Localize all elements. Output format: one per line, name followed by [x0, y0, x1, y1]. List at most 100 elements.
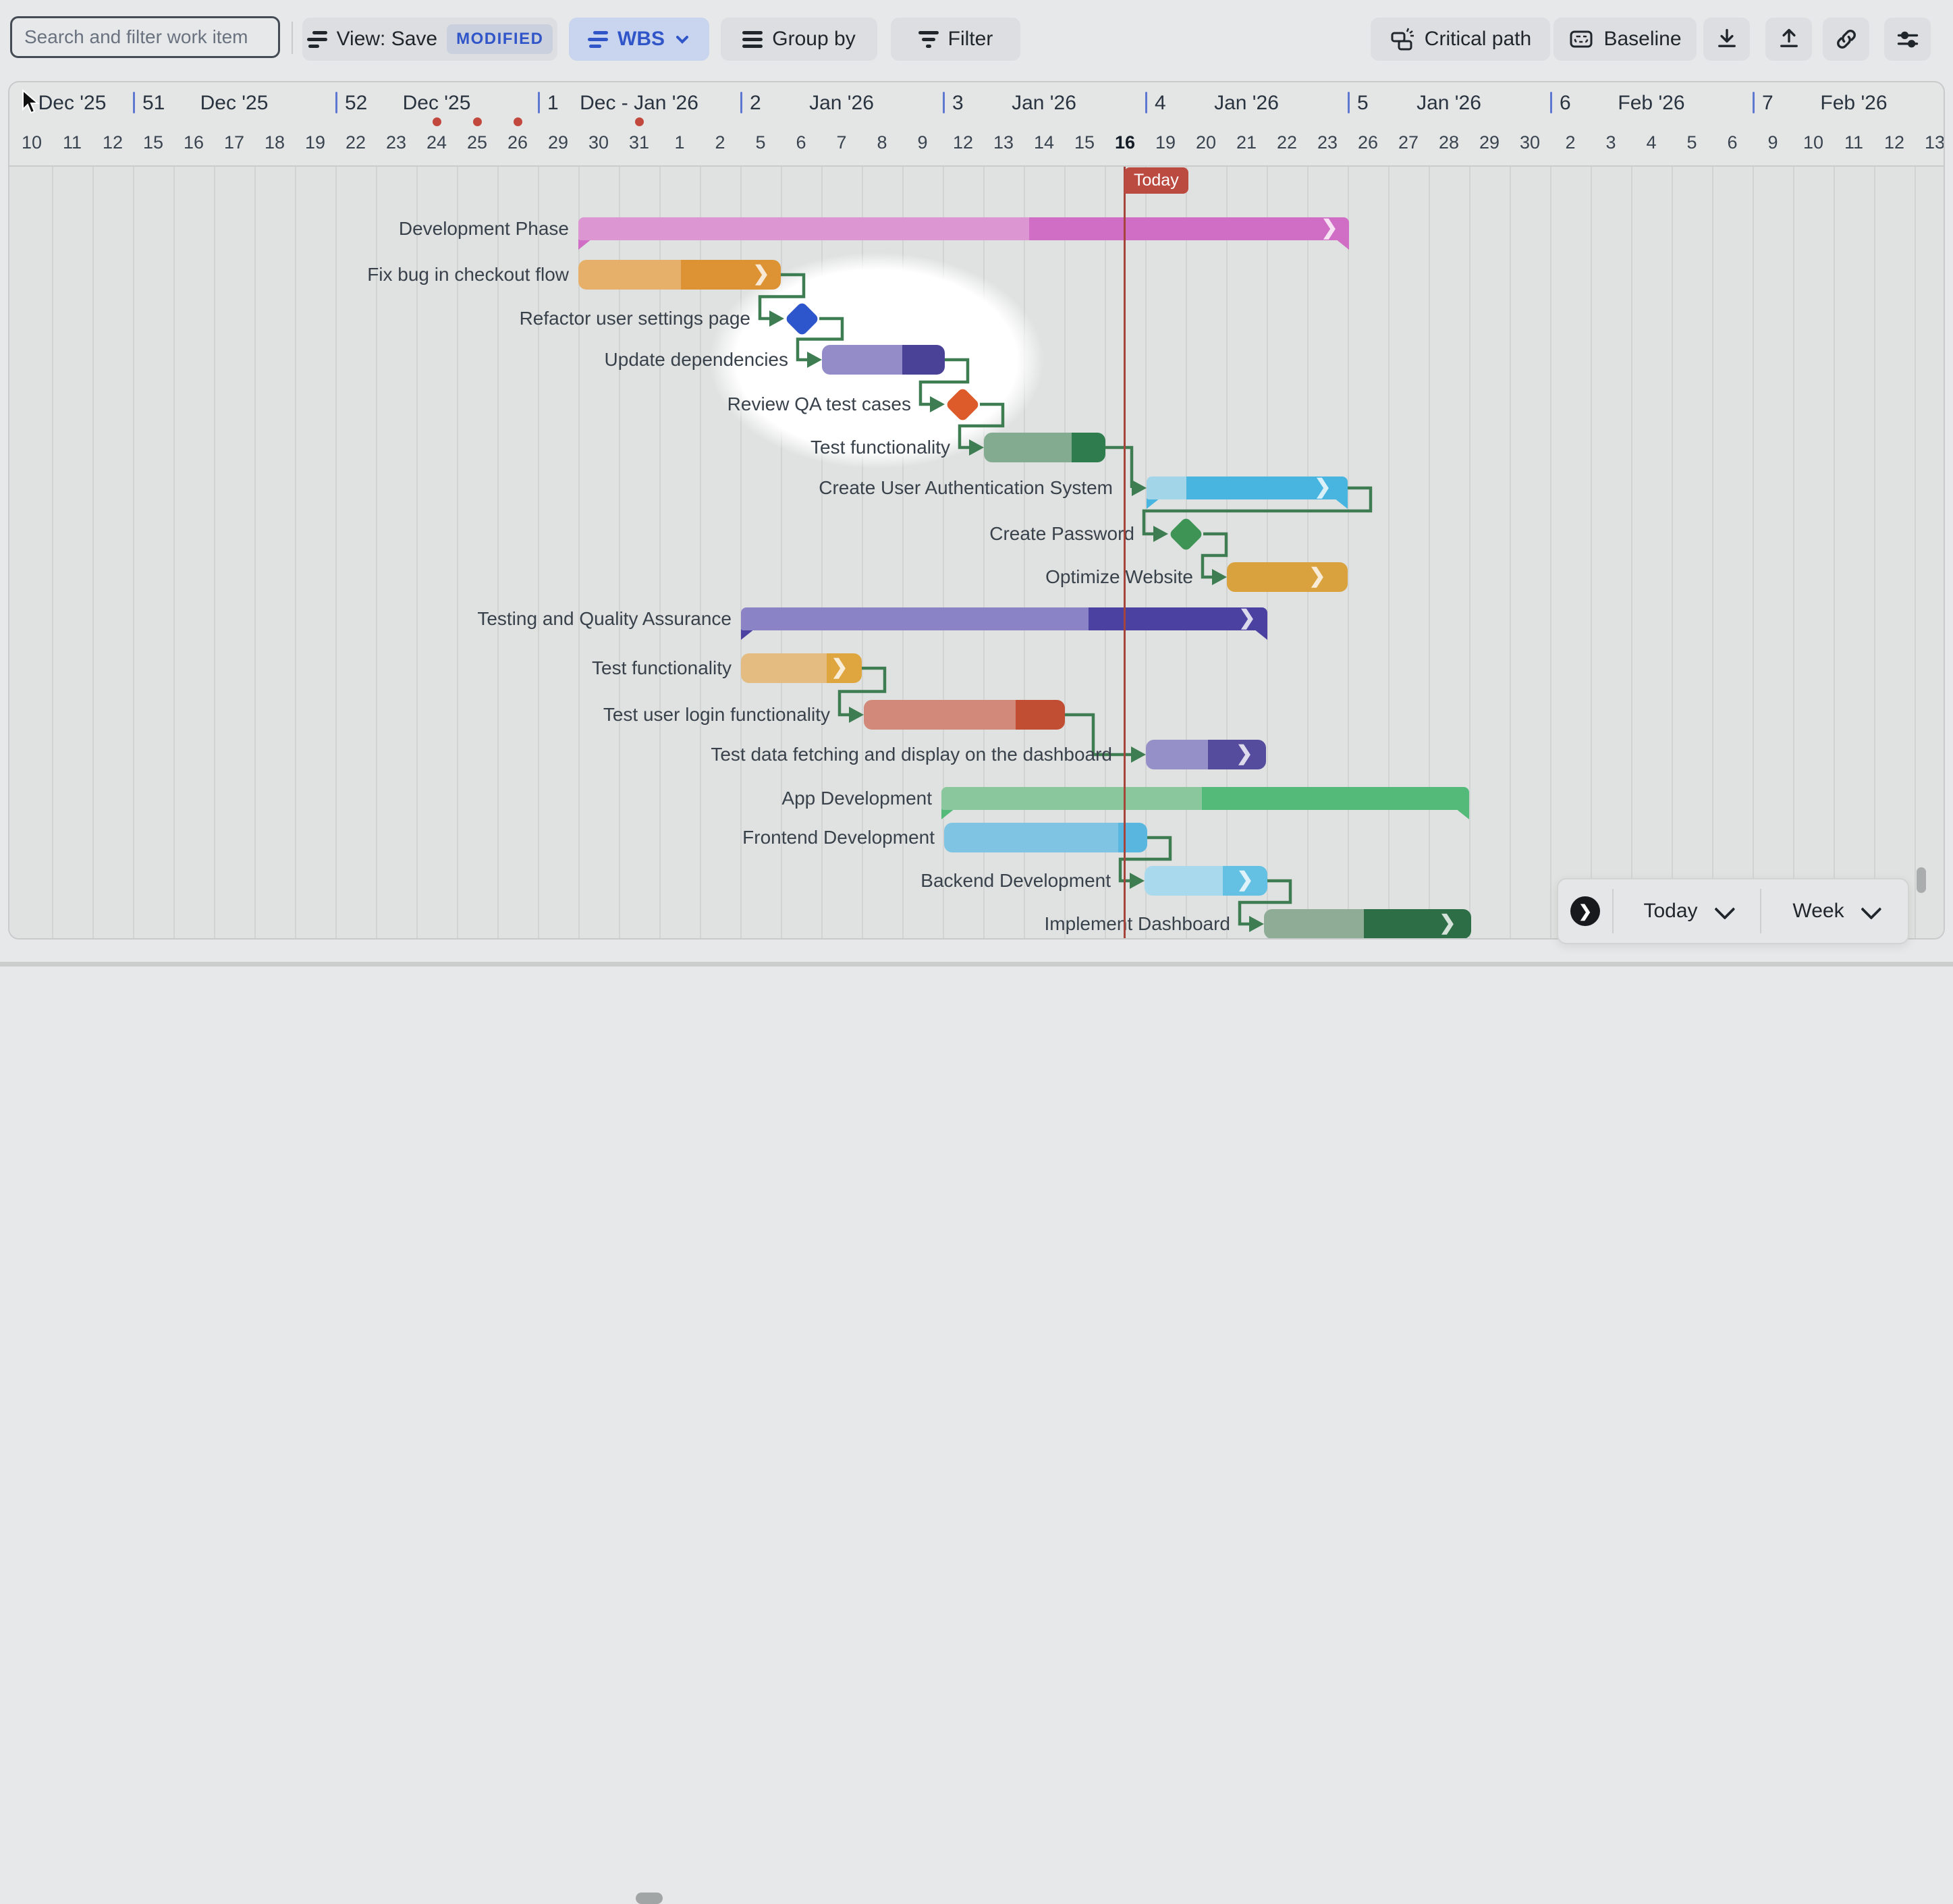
day-number: 19: [304, 132, 326, 153]
search-box[interactable]: [10, 16, 280, 58]
day-number: 24: [426, 132, 447, 153]
day-number: 9: [1767, 132, 1778, 153]
expand-chevron-icon[interactable]: ❯: [831, 656, 848, 679]
view-save-button[interactable]: View: Save MODIFIED: [302, 18, 557, 61]
gantt-bar-task[interactable]: [822, 345, 945, 375]
upload-icon: [1780, 28, 1798, 47]
jump-to-today-label: Today: [1643, 900, 1698, 922]
grid-column-line: [133, 167, 134, 938]
gantt-bar-task[interactable]: [1145, 866, 1267, 896]
day-number: 15: [142, 132, 164, 153]
expand-chevron-icon[interactable]: ❯: [1236, 869, 1254, 892]
bar-remaining-segment: [1202, 787, 1469, 810]
week-separator: [1753, 92, 1755, 113]
bar-remaining-segment: [681, 260, 781, 290]
settings-sliders-button[interactable]: [1884, 18, 1931, 61]
gantt-app: View: Save MODIFIED WBS Group by Filter: [0, 16, 1953, 1904]
download-button[interactable]: [1703, 18, 1750, 61]
zoom-level-dropdown[interactable]: Week: [1761, 898, 1908, 923]
day-number: 6: [1727, 132, 1738, 153]
day-number: 31: [628, 132, 650, 153]
filter-button[interactable]: Filter: [891, 18, 1020, 61]
gantt-bar-task[interactable]: [1227, 562, 1348, 592]
month-label: Dec '25: [402, 92, 471, 114]
controls-divider: [1612, 889, 1614, 933]
expand-chevron-icon[interactable]: ❯: [752, 263, 770, 285]
critical-path-button[interactable]: Critical path: [1371, 18, 1550, 61]
bar-progress-segment: [741, 653, 827, 683]
grid-column-line: [578, 167, 580, 938]
vertical-scrollbar-thumb[interactable]: [1917, 867, 1926, 893]
day-number: 26: [507, 132, 528, 153]
week-number: 2: [750, 92, 761, 114]
holiday-dot: [513, 117, 522, 126]
grid-column-line: [457, 167, 458, 938]
horizontal-scrollbar-thumb[interactable]: [636, 1893, 663, 1904]
grid-column-line: [1712, 167, 1713, 938]
gantt-bar-summary[interactable]: [578, 217, 1349, 240]
day-number: 23: [1317, 132, 1338, 153]
grid-column-line: [1267, 167, 1268, 938]
critical-path-icon: [1391, 28, 1414, 51]
grid-column-line: [700, 167, 701, 938]
day-number: 10: [21, 132, 43, 153]
view-icon: [306, 28, 327, 51]
grid-column-line: [214, 167, 215, 938]
bar-progress-segment: [944, 823, 1118, 852]
day-number: 1: [674, 132, 685, 153]
week-separator: [1348, 92, 1350, 113]
wbs-icon: [588, 28, 608, 51]
grid-column-line: [376, 167, 377, 938]
day-number: 27: [1398, 132, 1419, 153]
grid-column-line: [1186, 167, 1187, 938]
gantt-bar-task[interactable]: [984, 433, 1105, 462]
day-number: 3: [1605, 132, 1616, 153]
gantt-bar-summary[interactable]: [1147, 477, 1348, 499]
wbs-label: WBS: [617, 28, 665, 50]
gantt-bar-task[interactable]: [1146, 740, 1266, 769]
gantt-bar-task[interactable]: [741, 653, 862, 683]
gantt-bar-task[interactable]: [944, 823, 1147, 852]
expand-chevron-icon[interactable]: ❯: [1309, 565, 1326, 588]
toolbar-divider: [292, 22, 293, 54]
grid-column-line: [740, 167, 742, 938]
gantt-bar-task[interactable]: [578, 260, 781, 290]
expand-chevron-icon[interactable]: ❯: [1314, 476, 1331, 499]
gantt-bar-summary[interactable]: [741, 607, 1267, 630]
grid-column-line: [335, 167, 337, 938]
gantt-bar-summary[interactable]: [941, 787, 1469, 810]
collapse-panel-button[interactable]: ❯: [1570, 896, 1600, 926]
expand-chevron-icon[interactable]: ❯: [1321, 217, 1338, 240]
group-by-button[interactable]: Group by: [721, 18, 877, 61]
grid-column-line: [862, 167, 863, 938]
gantt-bar-task[interactable]: [1264, 909, 1471, 938]
gantt-bar-task[interactable]: [864, 700, 1065, 730]
download-icon: [1717, 28, 1736, 47]
day-number: 22: [345, 132, 366, 153]
expand-chevron-icon[interactable]: ❯: [1236, 742, 1253, 765]
bar-remaining-segment: [1016, 700, 1065, 730]
bar-progress-segment: [1264, 909, 1364, 938]
grid-column-line: [821, 167, 823, 938]
jump-to-today-dropdown[interactable]: Today: [1614, 898, 1760, 923]
bar-progress-segment: [864, 700, 1016, 730]
link-button[interactable]: [1823, 18, 1869, 61]
grid-column-line: [1753, 167, 1754, 938]
grid-column-line: [1550, 167, 1551, 938]
task-label: Implement Dashboard: [1044, 913, 1230, 934]
wbs-button[interactable]: WBS: [569, 18, 709, 61]
week-number: 4: [1155, 92, 1166, 114]
day-number: 2: [715, 132, 725, 153]
task-label: Backend Development: [920, 870, 1111, 891]
horizontal-scrollbar-track[interactable]: [0, 942, 1953, 1904]
expand-chevron-icon[interactable]: ❯: [1439, 912, 1456, 935]
baseline-button[interactable]: Baseline: [1553, 18, 1697, 61]
chevron-down-icon: [1860, 898, 1881, 920]
grid-column-line: [1105, 167, 1106, 938]
bar-progress-segment: [578, 217, 1029, 240]
upload-button[interactable]: [1765, 18, 1812, 61]
day-number: 13: [1924, 132, 1945, 153]
expand-chevron-icon[interactable]: ❯: [1238, 607, 1256, 630]
search-input[interactable]: [23, 26, 269, 49]
grid-column-line: [92, 167, 94, 938]
